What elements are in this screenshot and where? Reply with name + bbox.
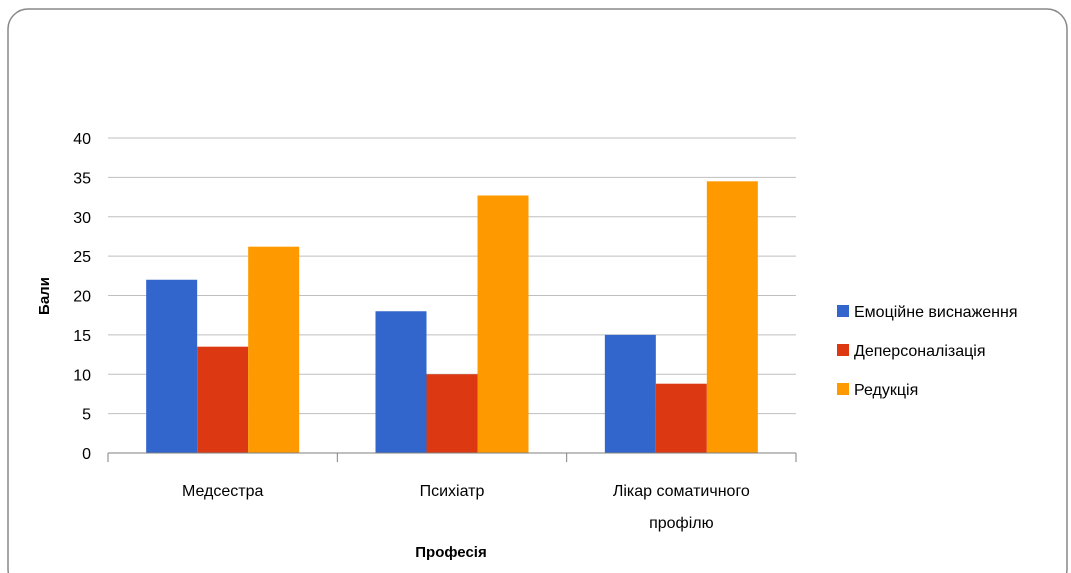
axes [107,452,797,462]
bar [248,246,300,453]
legend: Емоційне виснаження Деперсоналізація Редук… [837,304,1018,399]
bar [477,195,529,454]
legend-swatch [837,305,849,317]
bar [604,334,656,453]
bar [146,279,198,453]
y-tick-label: 10 [73,367,91,384]
bar [197,346,249,453]
bars [146,181,758,454]
legend-swatch [837,383,849,395]
y-tick-label: 30 [73,210,91,227]
y-tick-label: 15 [73,328,91,345]
legend-swatch [837,344,849,356]
x-tick-label: Психіатр [420,483,485,500]
legend-label: Редукція [854,382,918,399]
y-tick-label: 20 [73,289,91,306]
legend-item: Деперсоналізація [837,343,986,360]
bar [426,374,478,453]
y-tick-label: 0 [82,446,91,463]
y-tick-label: 40 [73,131,91,148]
x-axis-title: Професія [415,544,486,561]
x-tick-label: Медсестра [182,483,264,500]
legend-item: Редукція [837,382,918,399]
legend-label: Деперсоналізація [854,343,986,360]
y-tick-label: 35 [73,170,91,187]
x-tick-label: Лікар соматичного профілю [613,483,750,532]
bar [375,311,427,453]
y-tick-label: 5 [82,407,91,424]
y-axis-title: Бали [36,277,53,315]
bar [655,383,707,453]
tick-labels: 0 5 10 15 20 25 30 35 40 Медсестра Психіатр Лікар с… [73,131,750,532]
bar [706,181,758,453]
y-tick-label: 25 [73,249,91,266]
legend-label: Емоційне виснаження [854,304,1018,321]
legend-item: Емоційне виснаження [837,304,1018,321]
